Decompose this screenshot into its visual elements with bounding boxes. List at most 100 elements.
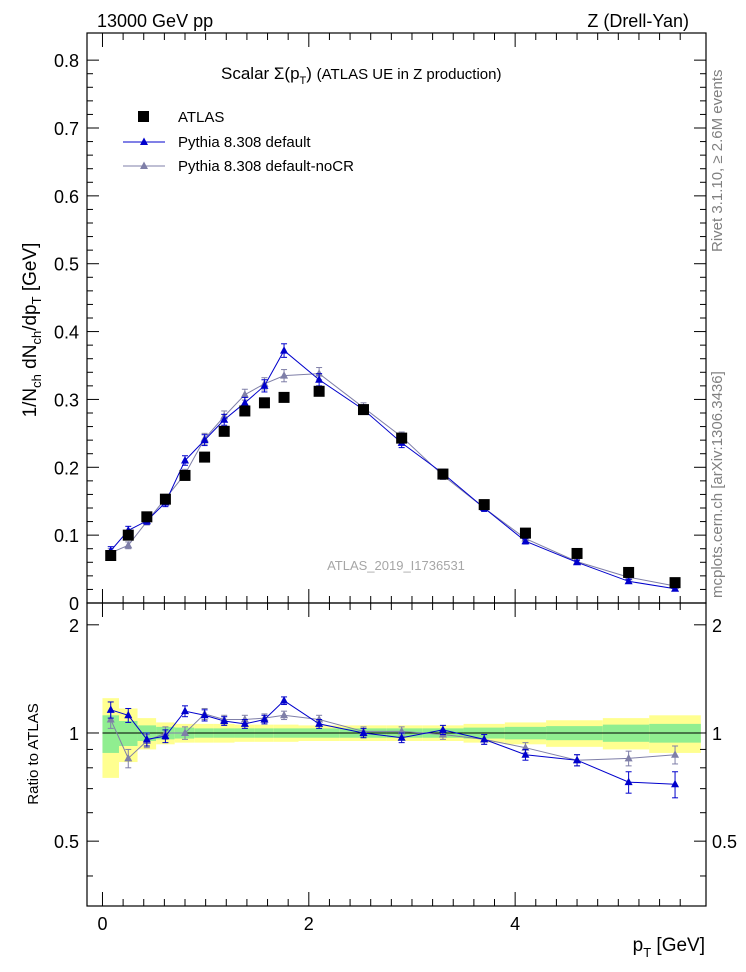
mc1-point bbox=[181, 456, 190, 464]
mcplots-label: mcplots.cern.ch [arXiv:1306.3436] bbox=[709, 371, 726, 598]
mc1-ratio-point bbox=[280, 696, 289, 704]
x-tick-label: 2 bbox=[304, 914, 314, 934]
atlas-data-point bbox=[141, 511, 153, 523]
mc2-ratio-point bbox=[280, 710, 289, 719]
ratio-y-tick-label: 1 bbox=[69, 724, 79, 744]
ratio-y-tick-label: 0.5 bbox=[54, 832, 79, 852]
atlas-data-point bbox=[159, 493, 171, 505]
main-y-tick-label: 0.7 bbox=[54, 119, 79, 139]
main-panel: 0 0.1 0.2 0.3 0.4 0.5 0.6 0.7 0.8 bbox=[54, 32, 707, 614]
mc1-point bbox=[280, 346, 289, 354]
rivet-label: Rivet 3.1.10, ≥ 2.6M events bbox=[709, 70, 726, 253]
atlas-data-point bbox=[218, 425, 230, 437]
ratio-y-tick-label-right: 2 bbox=[712, 616, 722, 636]
atlas-data-point bbox=[179, 469, 191, 481]
mc2-ratio-point bbox=[240, 715, 249, 723]
mc1-line bbox=[110, 349, 676, 590]
ratio-frame bbox=[86, 602, 707, 907]
x-tick-label: 0 bbox=[97, 914, 107, 934]
mc1-ratio-point bbox=[142, 734, 151, 743]
mc1-point bbox=[220, 415, 229, 423]
mc1-ratio-point bbox=[397, 733, 406, 741]
mc1-ratio-point bbox=[359, 728, 368, 736]
atlas-data-point bbox=[313, 385, 325, 397]
main-y-tick-label: 0 bbox=[69, 594, 79, 614]
legend-marker-mc2 bbox=[140, 161, 148, 169]
atlas-data-point bbox=[669, 577, 681, 589]
header-right: Z (Drell-Yan) bbox=[587, 11, 689, 31]
mc1-point bbox=[260, 381, 269, 389]
mc1-ratio-point bbox=[240, 719, 249, 727]
analysis-id: ATLAS_2019_I1736531 bbox=[327, 558, 465, 573]
atlas-data-point bbox=[199, 451, 211, 463]
atlas-data-point bbox=[437, 468, 449, 480]
main-y-tick-label: 0.8 bbox=[54, 51, 79, 71]
main-y-axis-label: 1/Nch dNch/dpT [GeV] bbox=[20, 243, 44, 418]
x-axis-label: pT [GeV] bbox=[633, 935, 705, 960]
mc1-ratio-point bbox=[624, 777, 633, 786]
atlas-data-point bbox=[239, 405, 251, 417]
mc2-point bbox=[240, 390, 249, 398]
mc1-ratio-point bbox=[671, 779, 680, 788]
mc1-ratio-point bbox=[438, 725, 447, 733]
main-y-tick-label: 0.4 bbox=[54, 323, 79, 343]
mc1-ratio-point bbox=[260, 715, 269, 723]
mc1-point bbox=[200, 435, 209, 444]
atlas-data-point bbox=[571, 547, 583, 559]
legend-marker-mc1 bbox=[140, 137, 148, 145]
atlas-data-point bbox=[105, 550, 117, 561]
mc1-ratio-point bbox=[315, 719, 324, 727]
mc2-ratio-point bbox=[521, 743, 530, 751]
main-y-tick-label: 0.6 bbox=[54, 187, 79, 207]
mc1-point bbox=[521, 536, 530, 545]
atlas-data-point bbox=[519, 527, 531, 539]
x-tick-label: 4 bbox=[510, 914, 520, 934]
mc2-ratio-point bbox=[624, 753, 633, 762]
ratio-band-stat bbox=[118, 720, 138, 746]
plot-title: Scalar Σ(pT) (ATLAS UE in Z production) bbox=[221, 64, 501, 87]
mc1-point bbox=[573, 557, 582, 566]
atlas-data-point bbox=[478, 499, 490, 511]
mc1-ratio-point bbox=[573, 755, 582, 764]
mc2-ratio-point bbox=[124, 753, 133, 762]
header-left: 13000 GeV pp bbox=[97, 11, 213, 31]
ratio-y-tick-label-right: 1 bbox=[712, 724, 722, 744]
atlas-data-point bbox=[278, 391, 290, 403]
legend: ATLAS Pythia 8.308 default Pythia 8.308 … bbox=[123, 109, 354, 175]
mc2-point bbox=[124, 540, 133, 549]
mc2-ratio-point bbox=[315, 715, 324, 723]
legend-label-atlas: ATLAS bbox=[178, 109, 224, 126]
mc1-point bbox=[315, 375, 324, 383]
main-y-tick-label: 0.3 bbox=[54, 390, 79, 410]
mc1-point bbox=[624, 576, 633, 585]
legend-label-mc1: Pythia 8.308 default bbox=[178, 134, 311, 151]
main-y-tick-label: 0.2 bbox=[54, 458, 79, 478]
ratio-y-tick-label: 2 bbox=[69, 616, 79, 636]
main-y-tick-label: 0.1 bbox=[54, 526, 79, 546]
mc2-point bbox=[315, 369, 324, 377]
mc1-ratio-point bbox=[521, 750, 530, 758]
mc1-ratio-point bbox=[200, 710, 209, 719]
ratio-band-stat bbox=[102, 715, 119, 753]
atlas-data-point bbox=[122, 529, 134, 541]
mc1-ratio-point bbox=[124, 710, 133, 719]
atlas-data-point bbox=[396, 432, 408, 444]
mc1-ratio-point bbox=[480, 734, 489, 743]
atlas-data-point bbox=[258, 397, 270, 409]
atlas-data-point bbox=[357, 404, 369, 416]
legend-marker-atlas bbox=[138, 111, 149, 122]
mc2-ratio-point bbox=[181, 728, 190, 736]
mc2-point bbox=[280, 371, 289, 379]
atlas-data-point bbox=[623, 566, 635, 578]
mc1-point bbox=[240, 398, 249, 406]
main-y-tick-label: 0.5 bbox=[54, 255, 79, 275]
mc1-ratio-point bbox=[106, 705, 115, 713]
mc1-ratio-point bbox=[181, 706, 190, 715]
legend-label-mc2: Pythia 8.308 default-noCR bbox=[178, 158, 354, 175]
mc2-ratio-point bbox=[106, 715, 115, 723]
mc2-ratio-point bbox=[671, 750, 680, 758]
mc1-ratio-point bbox=[161, 731, 170, 740]
mc1-ratio-point bbox=[220, 716, 229, 724]
ratio-panel: 0.5 0.5 1 1 2 2 0 2 4 bbox=[54, 602, 737, 934]
